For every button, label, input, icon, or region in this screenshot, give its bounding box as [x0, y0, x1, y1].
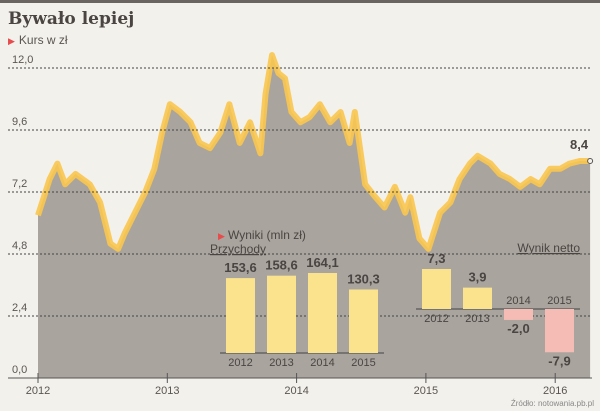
source-label: Źródło: notowania.pb.pl [511, 399, 594, 408]
revenue-year-label: 2013 [269, 357, 293, 369]
net-panel-title: Wynik netto [517, 241, 580, 255]
revenue-year-label: 2015 [351, 357, 375, 369]
net-bar [422, 269, 451, 309]
triangle-marker-icon: ▶ [218, 231, 225, 241]
x-tick-label: 2013 [155, 385, 179, 397]
net-year-label: 2014 [506, 295, 530, 307]
net-year-label: 2013 [465, 313, 489, 325]
revenue-panel-title: Przychody [210, 242, 266, 256]
net-bar [463, 287, 492, 309]
inset-title: Wyniki (mln zł) [228, 228, 306, 242]
chart-title: Bywało lepiej [8, 9, 135, 29]
y-tick-label: 12,0 [12, 54, 33, 66]
net-value-label: 7,3 [427, 251, 445, 266]
y-tick-label: 0,0 [12, 364, 27, 376]
x-tick-label: 2016 [543, 385, 567, 397]
triangle-marker-icon: ▶ [8, 36, 15, 46]
revenue-year-label: 2012 [228, 357, 252, 369]
net-year-label: 2015 [547, 295, 571, 307]
price-line [35, 52, 591, 252]
last-point-marker [587, 158, 594, 165]
net-value-label: -7,9 [548, 353, 570, 368]
revenue-year-label: 2014 [310, 357, 334, 369]
revenue-bar [226, 278, 255, 353]
price-area [38, 55, 591, 378]
y-tick-label: 4,8 [12, 240, 27, 252]
revenue-bar [349, 289, 378, 353]
net-value-label: -2,0 [507, 321, 529, 336]
net-bar [545, 309, 574, 353]
revenue-value-label: 158,6 [265, 258, 298, 273]
x-tick-label: 2015 [414, 385, 438, 397]
last-value-label: 8,4 [570, 137, 589, 152]
y-tick-label: 2,4 [12, 302, 27, 314]
revenue-value-label: 153,6 [224, 260, 257, 275]
revenue-value-label: 164,1 [306, 255, 339, 270]
y-tick-label: 9,6 [12, 116, 27, 128]
revenue-value-label: 130,3 [347, 271, 380, 286]
x-tick-label: 2012 [26, 385, 50, 397]
net-value-label: 3,9 [468, 270, 486, 285]
revenue-bar [267, 275, 296, 353]
chart-subtitle: ▶ Kurs w zł [8, 33, 68, 47]
subtitle-text: Kurs w zł [18, 33, 68, 47]
revenue-bar [308, 273, 337, 353]
chart-svg: 0,0 2,4 4,8 7,2 9,6 12,0 2012 2013 2014 2015 2016 8… [8, 52, 594, 408]
net-year-label: 2012 [424, 313, 448, 325]
x-tick-label: 2014 [284, 385, 308, 397]
y-tick-label: 7,2 [12, 178, 27, 190]
net-bar [504, 309, 533, 320]
